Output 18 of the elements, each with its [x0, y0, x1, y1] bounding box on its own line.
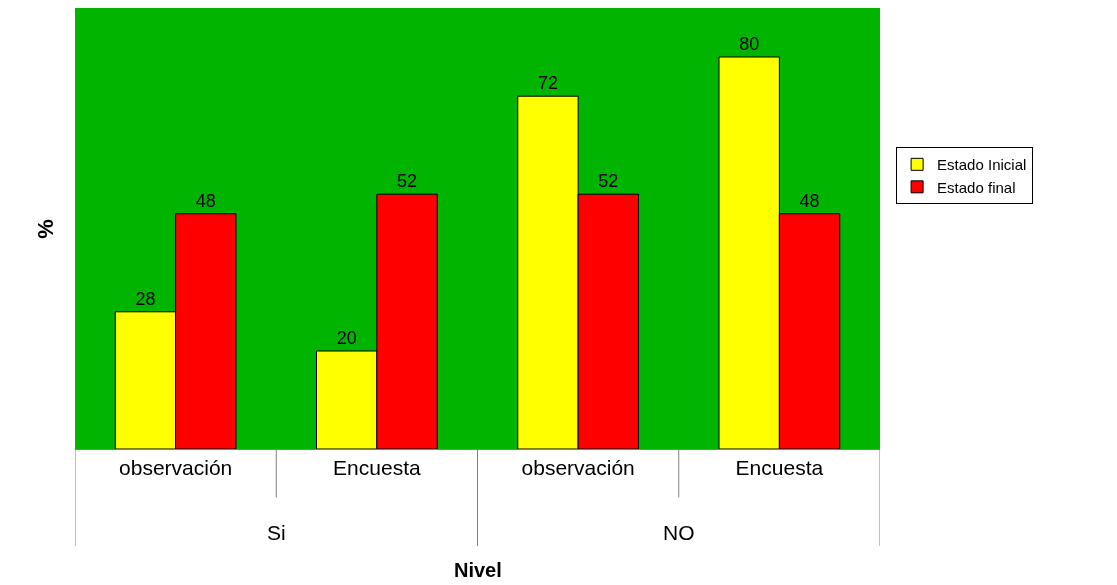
- y-axis-title: %: [32, 219, 58, 239]
- data-label: 48: [799, 190, 820, 211]
- x-axis-title: Nivel: [454, 559, 502, 581]
- legend-label: Estado final: [937, 178, 1016, 196]
- data-label: 52: [397, 171, 418, 192]
- data-label: 80: [739, 34, 760, 54]
- data-label: 52: [598, 171, 619, 192]
- data-label: 72: [537, 73, 558, 94]
- x-tick-label: observación: [119, 456, 233, 480]
- text: NO: [663, 521, 695, 544]
- text: Si: [267, 521, 286, 544]
- data-label: 48: [195, 190, 216, 211]
- x-tick-label: observación: [521, 456, 635, 480]
- x-tick-label: Encuesta: [333, 456, 421, 480]
- data-label: 20: [336, 328, 357, 348]
- x-tick-label: Encuesta: [735, 456, 824, 480]
- data-label: 28: [135, 288, 156, 309]
- legend-label: Estado Inicial: [937, 156, 1027, 174]
